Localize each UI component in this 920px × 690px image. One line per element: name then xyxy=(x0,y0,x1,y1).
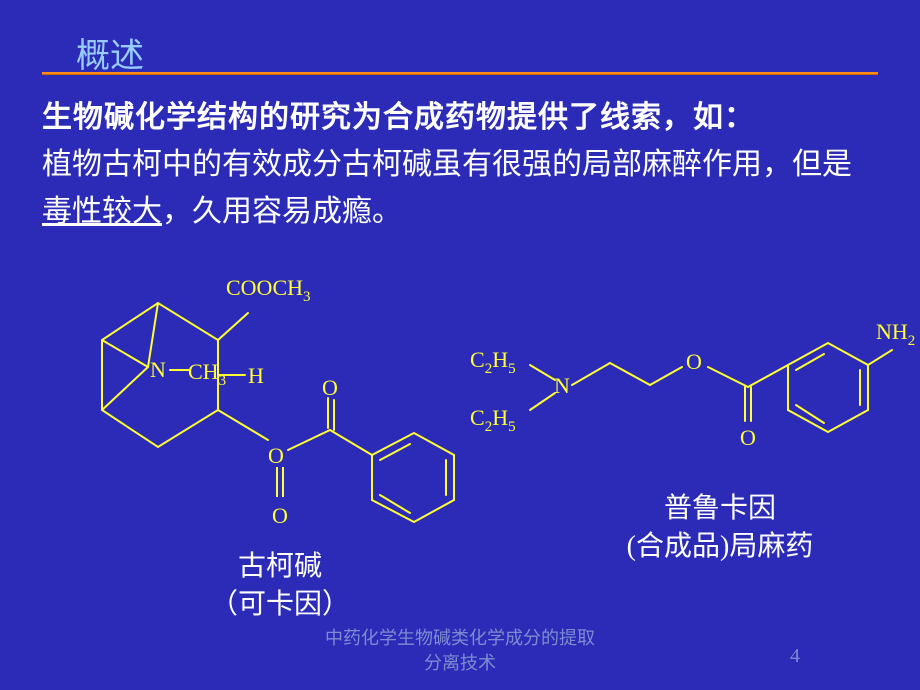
para-emph: 毒性较大 xyxy=(42,195,162,228)
caption-cocaine: 古柯碱 （可卡因） xyxy=(150,548,410,624)
footer-note: 中药化学生物碱类化学成分的提取 分离技术 xyxy=(0,626,920,676)
body-paragraph: 植物古柯中的有效成分古柯碱虽有很强的局部麻醉作用，但是毒性较大，久用容易成瘾。 xyxy=(42,142,878,235)
caption-cocaine-alt: （可卡因） xyxy=(150,586,410,624)
svg-text:CH3: CH3 xyxy=(188,359,226,389)
svg-text:C2H5: C2H5 xyxy=(470,347,516,377)
section-title: 概述 xyxy=(76,28,144,77)
caption-procaine-name: 普鲁卡因 xyxy=(570,490,870,528)
cocaine-structure: COOCH3 H N CH3 O O O xyxy=(30,245,470,545)
caption-procaine-tag: (合成品)局麻药 xyxy=(570,528,870,566)
caption-procaine: 普鲁卡因 (合成品)局麻药 xyxy=(570,490,870,566)
svg-text:NH2: NH2 xyxy=(876,319,915,349)
svg-text:O: O xyxy=(740,425,756,450)
svg-text:N: N xyxy=(150,357,166,382)
subtitle: 生物碱化学结构的研究为合成药物提供了线索，如： xyxy=(42,92,755,136)
horizontal-rule xyxy=(42,72,878,75)
svg-text:O: O xyxy=(272,503,288,528)
slide: 概述 生物碱化学结构的研究为合成药物提供了线索，如： 植物古柯中的有效成分古柯碱… xyxy=(0,0,920,690)
svg-text:O: O xyxy=(268,443,284,468)
footer-line2: 分离技术 xyxy=(0,651,920,676)
svg-text:N: N xyxy=(554,373,570,398)
svg-text:O: O xyxy=(686,349,702,374)
footer-line1: 中药化学生物碱类化学成分的提取 xyxy=(0,626,920,651)
para-pre: 植物古柯中的有效成分古柯碱虽有很强的局部麻醉作用，但是 xyxy=(42,148,852,181)
caption-cocaine-name: 古柯碱 xyxy=(150,548,410,586)
svg-text:C2H5: C2H5 xyxy=(470,405,516,435)
svg-text:O: O xyxy=(322,375,338,400)
page-number: 4 xyxy=(790,645,800,668)
para-post: ，久用容易成瘾。 xyxy=(162,195,402,228)
svg-text:COOCH3: COOCH3 xyxy=(226,275,311,305)
svg-text:H: H xyxy=(248,363,264,388)
